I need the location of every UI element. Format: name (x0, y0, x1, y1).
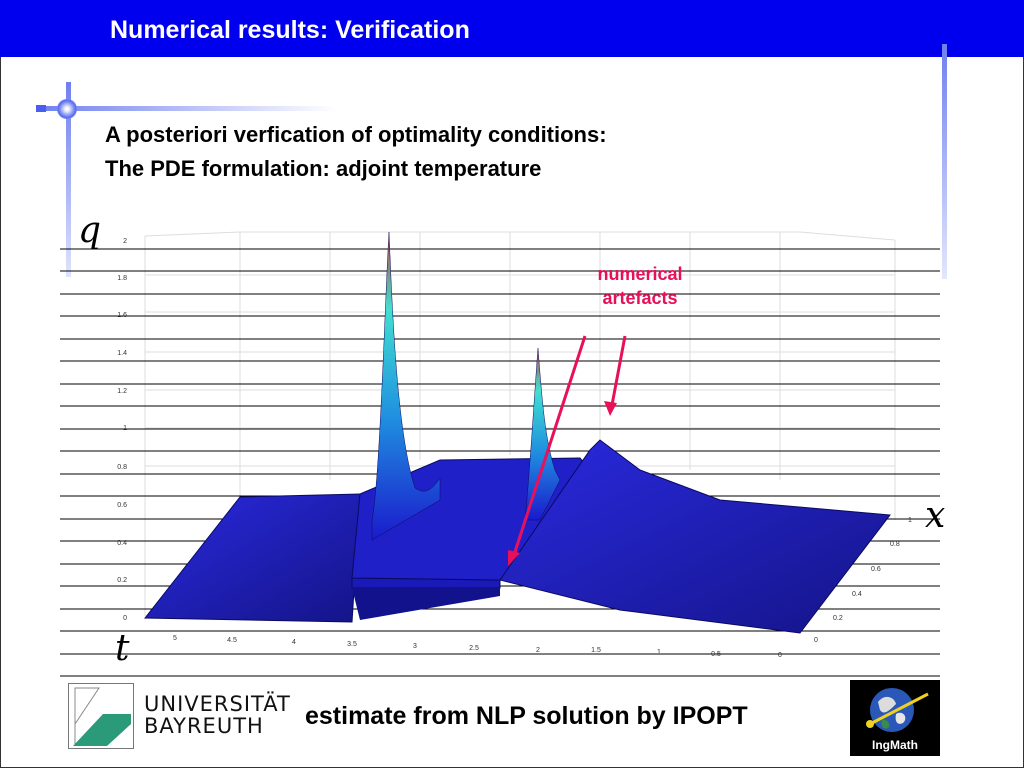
x-axis-label: x (925, 495, 946, 536)
x-tick: 0 (814, 637, 818, 644)
x-tick: 1 (908, 517, 912, 524)
x-tick: 0.4 (852, 591, 862, 598)
x-tick: 0.6 (871, 566, 881, 573)
q-tick: 0.2 (117, 577, 127, 584)
t-tick: 4.5 (227, 637, 237, 644)
q-tick: 0 (123, 615, 127, 622)
footer-caption: estimate from NLP solution by IPOPT (305, 702, 748, 730)
decorative-vertical-line (66, 82, 71, 277)
t-axis-label: t (115, 628, 130, 669)
annotation-line-1: numerical (597, 264, 683, 284)
q-tick: 2 (123, 238, 127, 245)
plot-grid (144, 231, 896, 616)
slide-title: Numerical results: Verification (110, 16, 470, 44)
q-tick: 1.6 (117, 312, 127, 319)
x-tick: 0.8 (890, 541, 900, 548)
q-tick: 1 (123, 425, 127, 432)
t-tick: 1.5 (591, 647, 601, 654)
q-axis-ticks: 2 1.8 1.6 1.4 1.2 1 0.8 0.6 0.4 0.2 0 (117, 238, 127, 622)
t-tick: 3.5 (347, 641, 357, 648)
decorative-horizontal-line (36, 106, 336, 111)
q-tick: 1.4 (117, 350, 127, 357)
heading-line-1: A posteriori verfication of optimality c… (105, 122, 607, 147)
decorative-dash (36, 105, 46, 112)
q-tick: 0.6 (117, 502, 127, 509)
university-name-line-1: UNIVERSITÄT (144, 692, 291, 716)
t-tick: 1 (657, 649, 661, 656)
university-name-line-2: BAYREUTH (144, 714, 264, 738)
annotation-numerical-artefacts: numerical artefacts (570, 262, 710, 310)
decorative-right-line (942, 44, 947, 279)
annotation-line-2: artefacts (602, 288, 678, 308)
t-axis-ticks: 5 4.5 4 3.5 3 2.5 2 1.5 1 0.5 0 (173, 635, 782, 659)
t-tick: 0 (778, 652, 782, 659)
x-axis-ticks: 0 0.2 0.4 0.6 0.8 1 (814, 517, 912, 644)
t-tick: 0.5 (711, 651, 721, 658)
ingmath-label: IngMath (872, 738, 918, 752)
t-tick: 4 (292, 639, 296, 646)
heading-line-2: The PDE formulation: adjoint temperature (105, 156, 542, 181)
q-tick: 0.4 (117, 540, 127, 547)
q-axis-label: q (78, 210, 102, 251)
title-bar: Numerical results: Verification (0, 0, 1024, 57)
slide-heading: A posteriori verfication of optimality c… (105, 118, 607, 186)
t-tick: 3 (413, 643, 417, 650)
q-tick: 1.2 (117, 388, 127, 395)
t-tick: 2 (536, 647, 540, 654)
decorative-dot (57, 99, 77, 119)
annotation-arrows (508, 335, 627, 566)
university-name: UNIVERSITÄT BAYREUTH (144, 693, 291, 737)
t-tick: 5 (173, 635, 177, 642)
t-tick: 2.5 (469, 645, 479, 652)
ingmath-logo: IngMath (850, 680, 940, 756)
x-tick: 0.2 (833, 615, 843, 622)
q-tick: 0.8 (117, 464, 127, 471)
q-tick: 1.8 (117, 275, 127, 282)
surface (143, 231, 891, 634)
university-bayreuth-logo (68, 683, 134, 749)
surface-plot: 2 1.8 1.6 1.4 1.2 1 0.8 0.6 0.4 0.2 0 5 … (60, 231, 940, 677)
